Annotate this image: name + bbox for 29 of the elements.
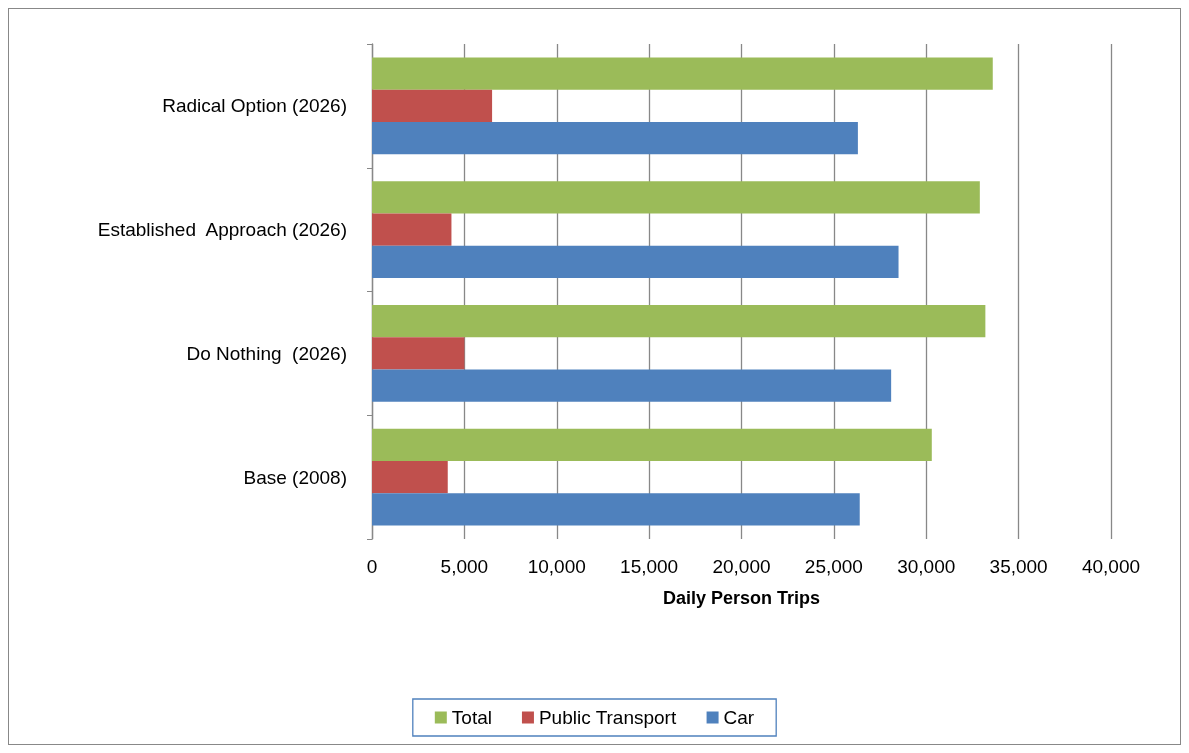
y-tick-label: Do Nothing (2026) [186,342,347,364]
x-tick-label: 35,000 [989,556,1048,577]
x-axis-title: Daily Person Trips [662,588,821,608]
x-tick-label: 0 [366,556,378,577]
x-tick-label: 10,000 [527,556,586,577]
bar [372,461,448,494]
bar [372,337,465,370]
bar [372,121,858,155]
legend-label: Public Transport [538,707,677,728]
x-tick-label: 15,000 [620,556,679,577]
x-tick-label: 25,000 [804,556,863,577]
bar [372,305,986,338]
y-tick-label: Base (2008) [243,466,347,488]
x-tick-label: 20,000 [712,556,771,577]
y-tick-label: Radical Option (2026) [162,95,347,117]
legend-label: Car [723,707,755,728]
bar [372,57,993,90]
bar [372,213,452,246]
x-tick-label: 40,000 [1081,556,1141,577]
bar [372,428,932,462]
bar [372,369,892,402]
bar [372,245,899,278]
bar [372,89,493,122]
y-tick-label: Established Approach (2026) [97,219,347,241]
x-tick-label: 5,000 [440,556,489,577]
bar [372,181,980,214]
bar [372,493,860,526]
legend-label: Total [451,707,492,728]
x-tick-label: 30,000 [897,556,956,577]
